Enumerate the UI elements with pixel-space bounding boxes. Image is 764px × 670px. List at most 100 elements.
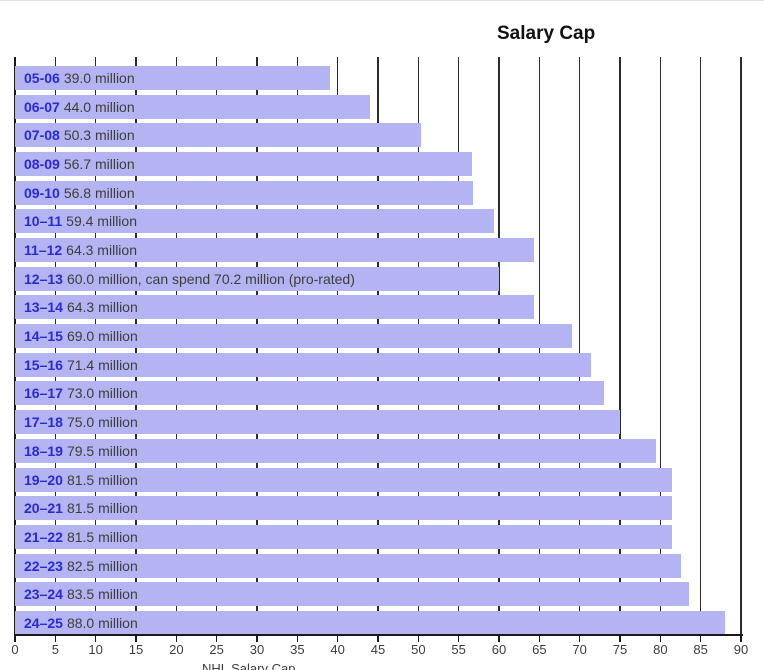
value-label: 83.5 million: [66, 586, 138, 603]
season-label: 06-07: [24, 98, 60, 115]
gridline-70: [578, 57, 581, 634]
season-label: 24–25: [24, 614, 63, 631]
bar-12-13: 12–13 60.0 million, can spend 70.2 millio…: [15, 266, 499, 291]
x-tick-70: [578, 636, 581, 642]
x-tick-label-15: 15: [128, 642, 144, 657]
x-tick-label-5: 5: [51, 642, 59, 657]
x-tick-label-40: 40: [330, 642, 345, 657]
x-tick-label-90: 90: [733, 642, 749, 657]
bar-15-16: 15–16 71.4 million: [15, 352, 591, 377]
x-tick-10: [94, 636, 97, 642]
gridline-90: [740, 57, 742, 634]
chart-title: Salary Cap: [497, 23, 596, 44]
x-tick-45: [377, 636, 379, 642]
bar-11-12: 11–12 64.3 million: [15, 238, 534, 263]
value-label: 56.7 million: [63, 156, 135, 173]
plot-area: 05-06 39.0 million 06-07 44.0 million 07-08 5…: [14, 57, 742, 635]
x-tick-label-65: 65: [532, 642, 547, 657]
window-top-edge: [0, 0, 764, 1]
x-tick-50: [417, 636, 420, 642]
season-label: 22–23: [24, 557, 63, 574]
value-label: 79.5 million: [66, 442, 138, 459]
season-label: 07-08: [24, 127, 60, 144]
value-label: 64.3 million: [66, 299, 138, 316]
bar-13-14: 13–14 64.3 million: [15, 295, 534, 320]
x-tick-20: [175, 636, 178, 642]
x-tick-label-55: 55: [451, 642, 466, 657]
bar-18-19: 18–19 79.5 million: [15, 438, 657, 463]
bar-24-25: 24–25 88.0 million: [15, 610, 725, 635]
bar-14-15: 14–15 69.0 million: [15, 324, 572, 349]
bar-05-06: 05-06 39.0 million: [15, 66, 330, 90]
x-tick-label-30: 30: [249, 642, 265, 657]
x-axis-label: NHL Salary Cap: [202, 661, 296, 670]
x-tick-label-20: 20: [169, 642, 184, 657]
bar-17-18: 17–18 75.0 million: [15, 410, 620, 435]
value-label: 60.0 million, can spend 70.2 million (pr…: [66, 270, 355, 287]
season-label: 23–24: [24, 586, 63, 603]
season-label: 11–12: [24, 242, 63, 259]
value-label: 81.5 million: [66, 500, 138, 517]
gridline-85: [699, 57, 702, 634]
x-tick-75: [619, 636, 621, 642]
bar-23-24: 23–24 83.5 million: [15, 582, 689, 607]
x-axis-line: [14, 634, 743, 636]
value-label: 59.4 million: [66, 213, 137, 230]
bar-20-21: 20–21 81.5 million: [15, 496, 673, 521]
value-label: 39.0 million: [63, 70, 135, 86]
x-tick-85: [699, 636, 702, 642]
bar-07-08: 07-08 50.3 million: [15, 123, 421, 148]
x-tick-30: [256, 636, 258, 642]
season-label: 16–17: [24, 385, 63, 402]
x-tick-15: [135, 636, 137, 642]
value-label: 50.3 million: [63, 127, 135, 144]
x-tick-25: [215, 636, 218, 642]
season-label: 20–21: [24, 500, 63, 517]
bar-09-10: 09-10 56.8 million: [15, 180, 474, 205]
x-axis-ticks: [14, 636, 742, 642]
gridline-80: [659, 57, 662, 634]
x-tick-80: [659, 636, 662, 642]
season-label: 13–14: [24, 299, 63, 316]
bar-06-07: 06-07 44.0 million: [15, 94, 370, 119]
bar-19-20: 19–20 81.5 million: [15, 467, 673, 492]
x-tick-label-70: 70: [572, 642, 587, 657]
x-tick-label-85: 85: [693, 642, 708, 657]
x-tick-label-80: 80: [653, 642, 668, 657]
x-tick-label-75: 75: [612, 642, 628, 657]
x-tick-label-45: 45: [370, 642, 386, 657]
x-tick-label-50: 50: [411, 642, 426, 657]
season-label: 15–16: [24, 356, 63, 373]
value-label: 56.8 million: [63, 184, 135, 201]
season-label: 21–22: [24, 528, 63, 545]
x-axis-tick-labels: 0 5 10 15 20 25 30 35 40 45 50 55 60 65 70 75 80 85 90: [11, 642, 748, 659]
value-label: 81.5 million: [66, 528, 138, 545]
x-tick-label-35: 35: [290, 642, 305, 657]
bar-10-11: 10–11 59.4 million: [15, 209, 495, 234]
x-tick-55: [457, 636, 460, 642]
value-label: 71.4 million: [66, 356, 138, 373]
bar-22-23: 22–23 82.5 million: [15, 553, 681, 578]
x-tick-35: [296, 636, 299, 642]
x-tick-40: [336, 636, 339, 642]
bar-08-09: 08-09 56.7 million: [15, 152, 473, 177]
season-label: 05-06: [24, 70, 60, 86]
value-label: 69.0 million: [66, 328, 138, 345]
value-label: 82.5 million: [66, 557, 138, 574]
value-label: 44.0 million: [63, 98, 135, 115]
x-tick-label-10: 10: [88, 642, 103, 657]
x-tick-65: [538, 636, 541, 642]
bar-16-17: 16–17 73.0 million: [15, 381, 604, 406]
gridline-75: [619, 57, 621, 634]
x-tick-90: [740, 636, 742, 642]
value-label: 73.0 million: [66, 385, 138, 402]
season-label: 17–18: [24, 414, 63, 431]
x-tick-5: [54, 636, 57, 642]
season-label: 12–13: [24, 270, 63, 287]
value-label: 81.5 million: [66, 471, 138, 488]
x-tick-60: [498, 636, 500, 642]
season-label: 10–11: [24, 213, 63, 230]
season-label: 09-10: [24, 184, 60, 201]
value-label: 64.3 million: [66, 242, 137, 259]
